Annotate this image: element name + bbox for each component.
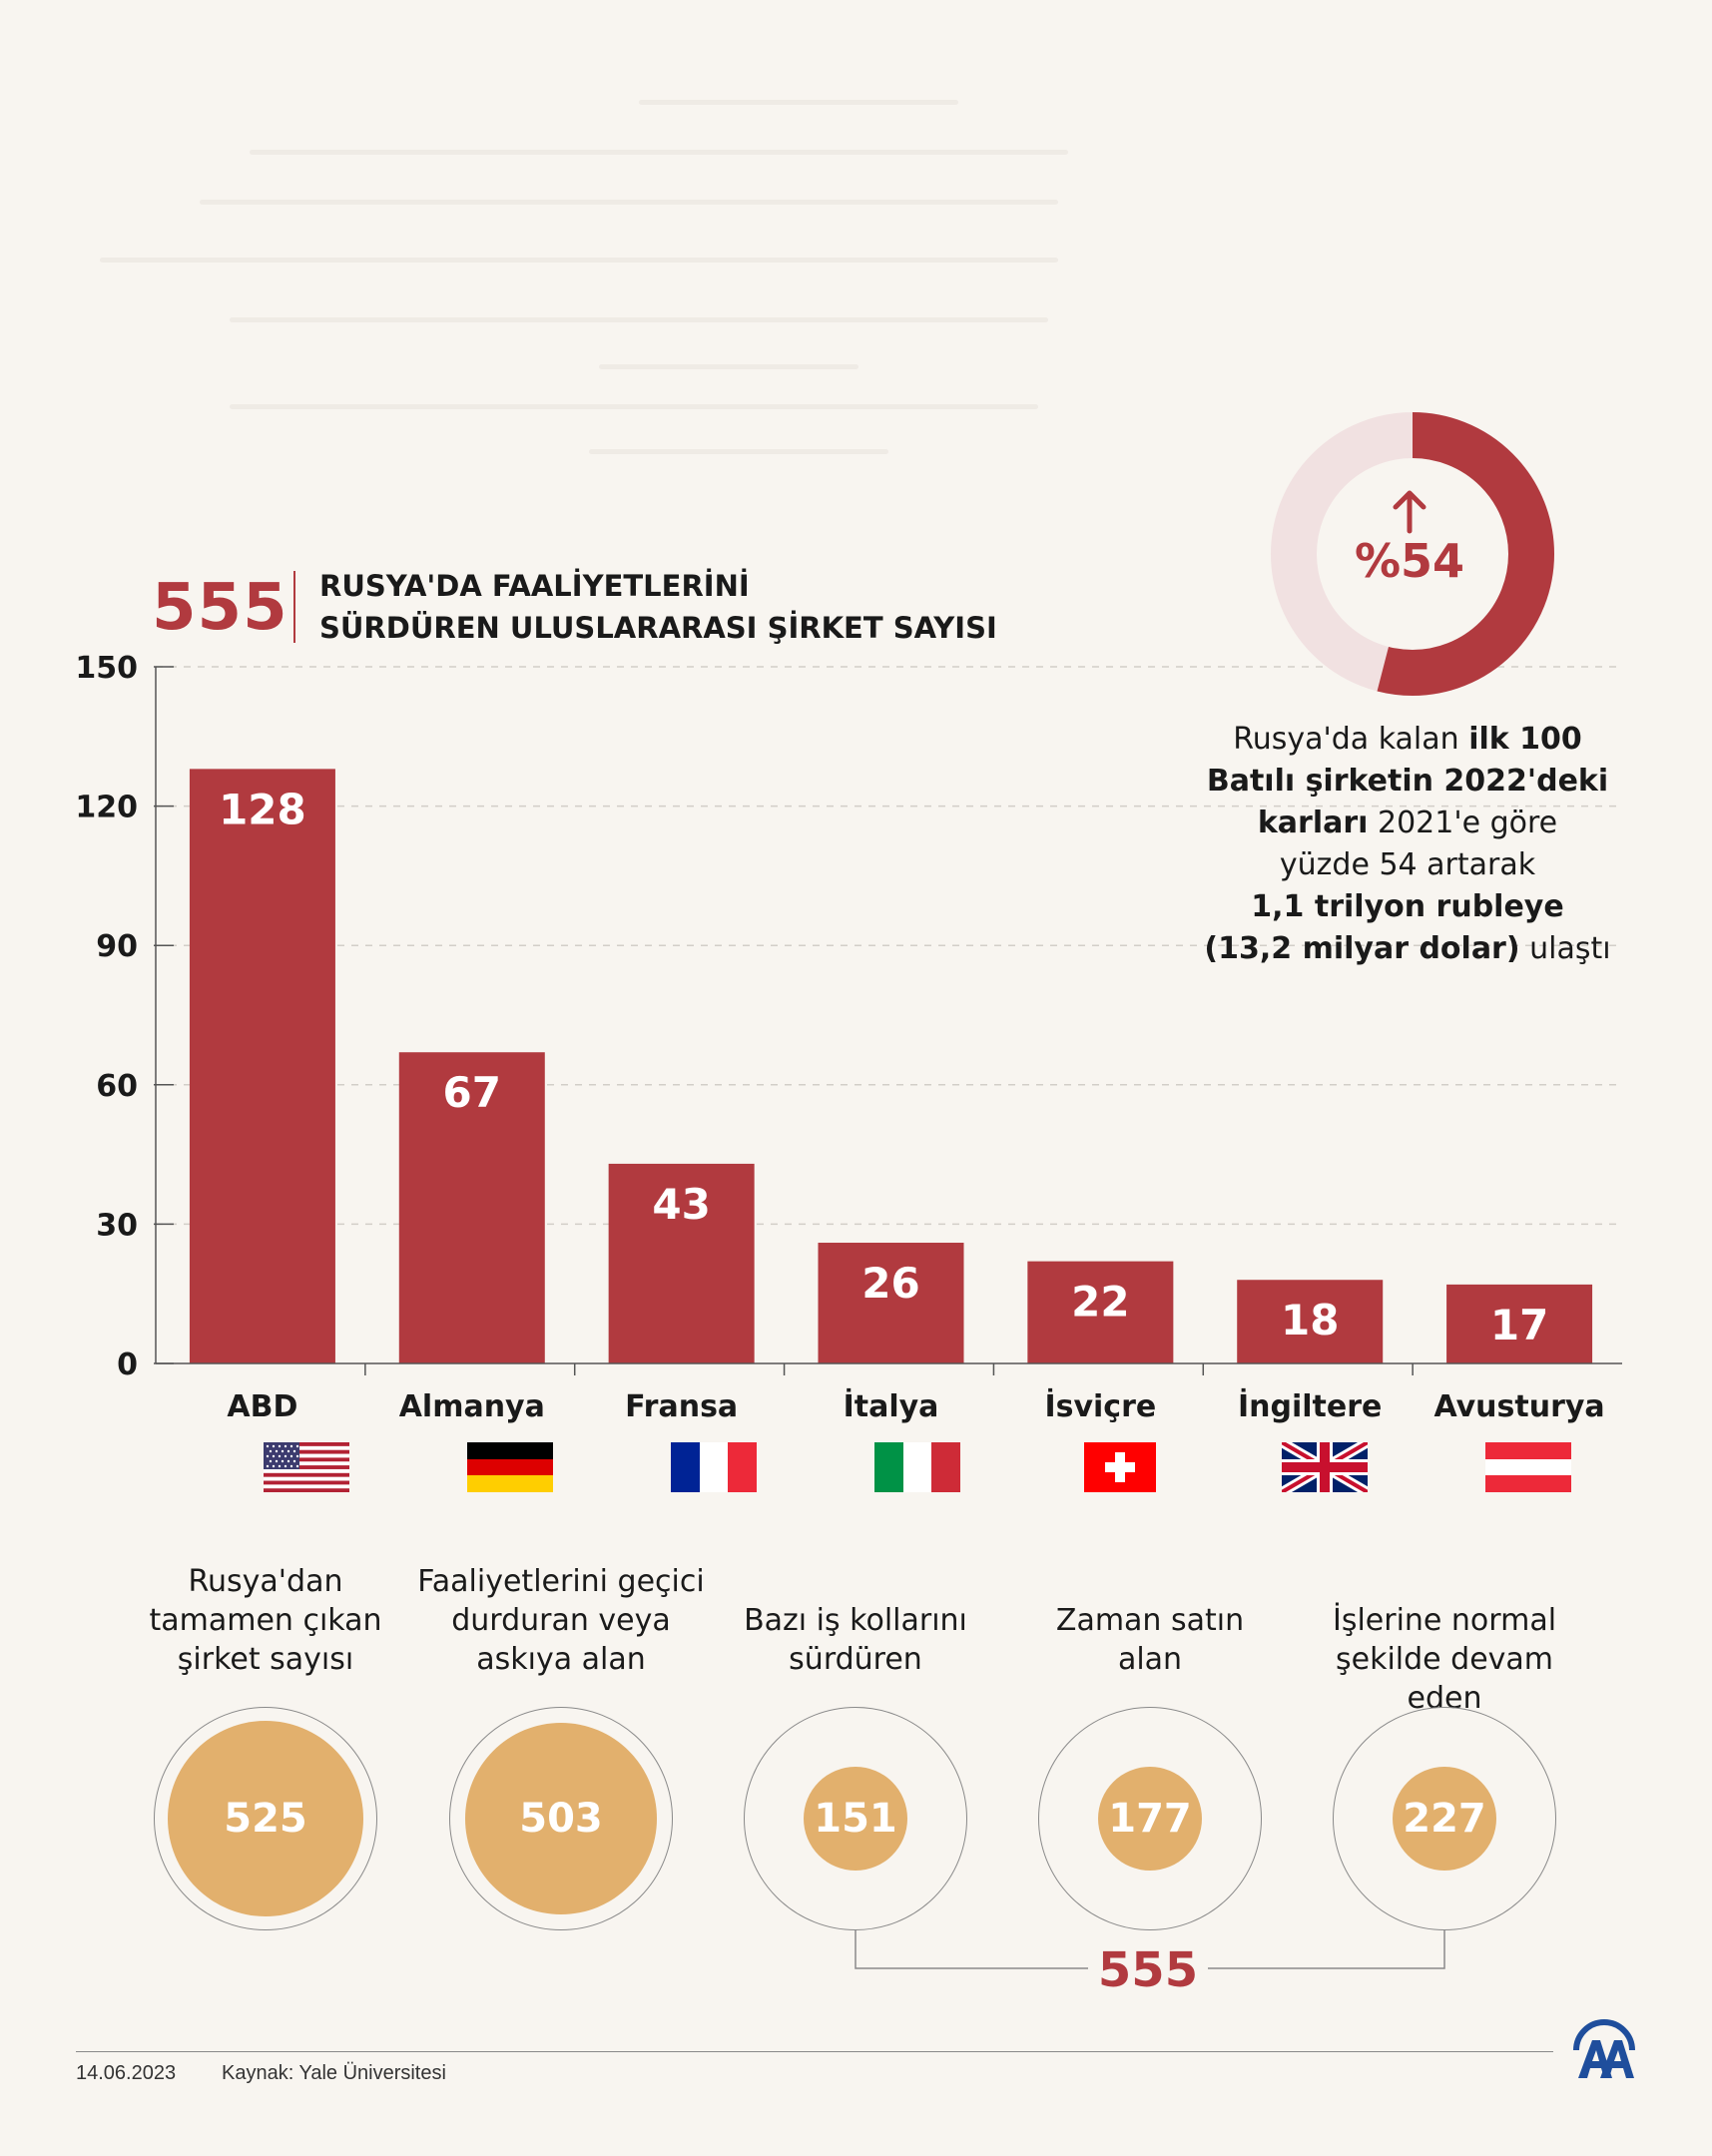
x-category-label: ABD xyxy=(227,1389,298,1424)
bar-value-label: 128 xyxy=(219,785,306,833)
germany-flag-icon xyxy=(467,1442,553,1492)
y-tick-label: 120 xyxy=(75,791,138,825)
y-tick-label: 60 xyxy=(96,1069,138,1104)
total-count-title: 555 xyxy=(152,571,288,645)
arrow-up-icon xyxy=(1393,490,1427,534)
status-label: Bazı iş kollarını sürdüren xyxy=(744,1603,967,1677)
status-circle-value: 151 xyxy=(804,1767,907,1871)
austria-flag-icon xyxy=(1485,1442,1571,1492)
x-category-label: Fransa xyxy=(625,1389,739,1424)
percent-donut xyxy=(1271,412,1554,696)
bar-value-label: 17 xyxy=(1490,1301,1548,1349)
x-category-label: Avusturya xyxy=(1433,1389,1605,1424)
bar-7 xyxy=(1446,1284,1593,1363)
chart-title-line2: SÜRDÜREN ULUSLARARASI ŞİRKET SAYISI xyxy=(319,611,997,645)
donut-arc xyxy=(1271,412,1554,696)
y-tick-label: 90 xyxy=(96,929,138,964)
profit-note: Rusya'da kalan ilk 100 Batılı şirketin 2… xyxy=(1204,722,1611,966)
status-label: Zaman satın alan xyxy=(1055,1603,1245,1677)
title-divider xyxy=(293,571,295,643)
bar-value-label: 18 xyxy=(1281,1296,1339,1345)
bar-6 xyxy=(1237,1280,1384,1363)
status-circle-value: 503 xyxy=(465,1723,657,1914)
y-tick-label: 150 xyxy=(75,651,138,686)
chart-title-line1: RUSYA'DA FAALİYETLERİNİ xyxy=(319,569,750,603)
footer-divider xyxy=(76,2051,1553,2052)
aa-logo-icon xyxy=(1573,2019,1635,2078)
us-flag-icon xyxy=(264,1442,349,1492)
x-category-label: İsviçre xyxy=(1044,1389,1157,1424)
x-category-label: İngiltere xyxy=(1238,1389,1383,1424)
bracket-total-label: 555 xyxy=(1088,1942,1208,1998)
status-label: Rusya'dan tamamen çıkan şirket sayısı xyxy=(149,1564,382,1677)
status-circle-value: 177 xyxy=(1098,1767,1202,1871)
bar-3 xyxy=(608,1163,755,1363)
y-tick-label: 0 xyxy=(117,1348,138,1382)
bar-chart: 0 30 60 90 120 150 128 67 43 26 22 18 17 xyxy=(75,651,1622,1382)
bar-4 xyxy=(818,1243,964,1363)
footer-date: 14.06.2023 xyxy=(76,2062,177,2084)
status-circle-value: 227 xyxy=(1393,1767,1496,1871)
status-circle-outline xyxy=(154,1707,377,1930)
bar-2 xyxy=(398,1052,545,1363)
italy-flag-icon xyxy=(874,1442,960,1492)
uk-flag-icon xyxy=(1282,1442,1368,1492)
bar-value-label: 26 xyxy=(861,1259,919,1308)
status-circle-outline xyxy=(449,1707,673,1930)
status-circle-value: 525 xyxy=(168,1721,363,1916)
bar-value-label: 43 xyxy=(652,1180,710,1229)
status-label: İşlerine normal şekilde devam eden xyxy=(1332,1603,1557,1716)
bar-5 xyxy=(1027,1261,1174,1363)
status-label: Faaliyetlerini geçici durduran veya askıya… xyxy=(417,1564,705,1677)
switzerland-flag-icon xyxy=(1084,1442,1156,1492)
france-flag-icon xyxy=(671,1442,757,1492)
bar-value-label: 22 xyxy=(1071,1278,1129,1327)
bar-1 xyxy=(189,769,335,1363)
footer-source: Kaynak: Yale Üniversitesi xyxy=(222,2062,446,2084)
bar-value-label: 67 xyxy=(443,1068,501,1117)
y-tick-label: 30 xyxy=(96,1208,138,1243)
x-category-label: Almanya xyxy=(398,1389,545,1424)
donut-percent-label: %54 xyxy=(1354,534,1465,588)
x-category-label: İtalya xyxy=(843,1389,939,1424)
